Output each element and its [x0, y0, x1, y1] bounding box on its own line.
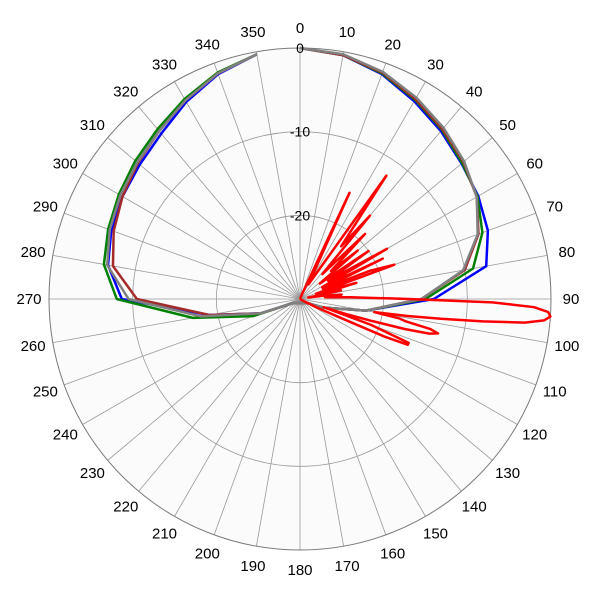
spoke-340	[213, 63, 301, 300]
angle-tick-label: 120	[522, 427, 547, 444]
spoke-160	[299, 298, 387, 535]
angle-tick-label: 350	[240, 24, 265, 41]
series-line-5	[298, 174, 552, 347]
angle-tick-label: 130	[495, 465, 520, 482]
angle-tick-label: 330	[152, 56, 177, 73]
spoke-20	[299, 63, 387, 300]
angle-tick-label: 110	[543, 384, 567, 401]
spoke-320	[138, 106, 301, 300]
angle-tick-label: 140	[462, 499, 487, 516]
spoke-330	[174, 81, 301, 300]
spoke-280	[52, 255, 301, 300]
angle-tick-label: 320	[113, 83, 138, 100]
angle-tick-label: 170	[335, 558, 360, 575]
spoke-170	[299, 298, 344, 547]
angle-tick-label: 50	[499, 117, 516, 134]
radial-tick-label: -10	[290, 124, 310, 140]
angle-tick-label: 0	[296, 20, 304, 37]
spoke-80	[299, 255, 548, 300]
angle-tick-label: 180	[287, 562, 312, 579]
angle-tick-label: 70	[546, 198, 563, 215]
spoke-150	[299, 298, 426, 517]
angle-tick-label: 30	[427, 56, 444, 73]
radial-tick-labels: -20 -10 0	[290, 40, 310, 223]
spoke-140	[299, 298, 462, 492]
spoke-120	[299, 298, 518, 425]
spoke-260	[52, 298, 301, 343]
angle-tick-label: 220	[113, 499, 138, 516]
angle-tick-label: 290	[33, 198, 58, 215]
spoke-190	[256, 298, 301, 547]
angle-tick-label: 310	[80, 117, 105, 134]
spoke-30	[299, 81, 426, 300]
spoke-130	[299, 298, 493, 461]
radial-tick-label: 0	[296, 40, 304, 56]
spoke-210	[174, 298, 301, 517]
spoke-100	[299, 298, 548, 343]
spoke-290	[64, 212, 301, 300]
angle-tick-label: 210	[152, 526, 177, 543]
angle-tick-label: 340	[195, 36, 220, 53]
angle-tick-label: 230	[80, 465, 105, 482]
spoke-240	[82, 298, 301, 425]
angle-tick-label: 270	[16, 291, 41, 308]
spoke-230	[107, 298, 301, 461]
angle-tick-label: 60	[526, 156, 543, 173]
angle-tick-label: 160	[380, 546, 405, 563]
angle-tick-label: 190	[240, 558, 265, 575]
angle-tick-label: 100	[554, 338, 579, 355]
angle-tick-label: 150	[423, 526, 448, 543]
angle-tick-label: 280	[21, 244, 46, 261]
spoke-200	[213, 298, 301, 535]
angle-tick-label: 240	[53, 427, 78, 444]
series-lines	[102, 46, 552, 347]
spoke-220	[138, 298, 301, 492]
angle-tick-label: 40	[466, 83, 483, 100]
angle-tick-label: 260	[21, 338, 46, 355]
angle-tick-label: 200	[195, 546, 220, 563]
angle-tick-label: 10	[339, 24, 356, 41]
angle-tick-label: 20	[384, 36, 401, 53]
radial-tick-label: -20	[290, 207, 310, 223]
angle-tick-labels: 0 10 20 30 40 50 60 70 80 90 100 110 120 130 140 150 160…	[16, 20, 579, 579]
spoke-350	[256, 51, 301, 300]
angle-tick-label: 300	[53, 156, 78, 173]
angle-tick-label: 250	[33, 384, 58, 401]
angle-tick-label: 80	[559, 244, 576, 261]
spoke-10	[299, 51, 344, 300]
angle-tick-label: 90	[563, 291, 580, 308]
